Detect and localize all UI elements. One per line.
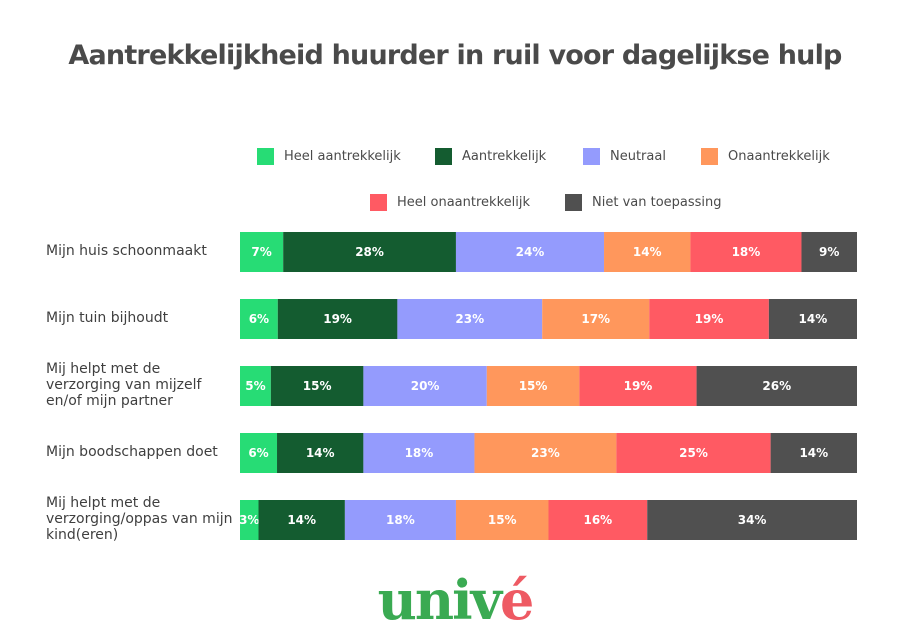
bar-segment: [616, 433, 771, 473]
data-label: 14%: [287, 513, 316, 527]
data-label: 19%: [323, 312, 352, 326]
data-label: 6%: [248, 446, 268, 460]
bar-segment: [542, 299, 650, 339]
data-label: 15%: [488, 513, 517, 527]
bar-segment: [768, 299, 857, 339]
data-label: 18%: [386, 513, 415, 527]
bar-segment: [240, 366, 271, 406]
data-label: 18%: [405, 446, 434, 460]
category-label: Mijn boodschappen doet: [46, 444, 218, 460]
category-label: Mijn huis schoonmaakt: [46, 243, 207, 259]
legend-item: Heel aantrekkelijk: [257, 148, 401, 165]
legend-swatch: [257, 148, 274, 165]
chart-title: Aantrekkelijkheid huurder in ruil voor d…: [68, 40, 842, 71]
legend-item: Heel onaantrekkelijk: [370, 194, 530, 211]
category-label: Mij helpt met de verzorging/oppas van mi…: [46, 495, 233, 543]
bar-segment: [363, 366, 487, 406]
legend-label: Aantrekkelijk: [462, 149, 547, 164]
data-label: 3%: [239, 513, 259, 527]
data-label: 14%: [306, 446, 335, 460]
data-label: 9%: [819, 245, 839, 259]
category-label: Mijn tuin bijhoudt: [46, 310, 169, 326]
logo-accent: é: [500, 568, 534, 632]
legend-item: Onaantrekkelijk: [701, 148, 830, 165]
bar-segment: [455, 500, 549, 540]
data-label: 6%: [249, 312, 269, 326]
data-label: 19%: [624, 379, 653, 393]
data-label: 24%: [516, 245, 545, 259]
bar-segment: [240, 299, 278, 339]
category-label: Mij helpt met de verzorging van mijzelf …: [46, 361, 202, 409]
data-label: 14%: [633, 245, 662, 259]
bar-segment: [344, 500, 456, 540]
bar-segment: [486, 366, 580, 406]
bar-segment: [240, 433, 278, 473]
bar-segment: [283, 232, 456, 272]
legend-item: Niet van toepassing: [565, 194, 722, 211]
data-label: 20%: [411, 379, 440, 393]
legend-item: Aantrekkelijk: [435, 148, 546, 165]
data-label: 26%: [762, 379, 791, 393]
legend-label: Onaantrekkelijk: [728, 149, 830, 164]
legend-label: Heel onaantrekkelijk: [397, 195, 530, 210]
bar-segment: [240, 500, 259, 540]
data-label: 15%: [519, 379, 548, 393]
logo-text: univ: [377, 568, 502, 632]
legend-swatch: [435, 148, 452, 165]
bar-segment: [455, 232, 605, 272]
data-label: 28%: [355, 245, 384, 259]
legend-item: Neutraal: [583, 148, 666, 165]
bar-segment: [397, 299, 543, 339]
legend-label: Heel aantrekkelijk: [284, 149, 401, 164]
data-label: 14%: [799, 446, 828, 460]
unive-logo: univé: [0, 568, 910, 632]
bar-segment: [240, 232, 284, 272]
legend-swatch: [565, 194, 582, 211]
bar-segment: [770, 433, 857, 473]
data-label: 17%: [581, 312, 610, 326]
data-label: 34%: [738, 513, 767, 527]
data-label: 19%: [695, 312, 724, 326]
data-label: 16%: [583, 513, 612, 527]
legend-swatch: [370, 194, 387, 211]
data-label: 15%: [303, 379, 332, 393]
bar-segment: [474, 433, 617, 473]
bar-segment: [649, 299, 769, 339]
bar-segment: [363, 433, 475, 473]
data-label: 25%: [679, 446, 708, 460]
data-label: 23%: [455, 312, 484, 326]
data-label: 23%: [531, 446, 560, 460]
legend-label: Niet van toepassing: [592, 195, 722, 210]
bar-segment: [270, 366, 364, 406]
bar-segment: [690, 232, 802, 272]
bar-segment: [696, 366, 857, 406]
legend-swatch: [583, 148, 600, 165]
bar-segment: [801, 232, 857, 272]
bar-segment: [258, 500, 345, 540]
bar-segment: [604, 232, 691, 272]
data-label: 7%: [251, 245, 271, 259]
bar-segment: [277, 299, 398, 339]
data-label: 14%: [799, 312, 828, 326]
data-label: 18%: [732, 245, 761, 259]
legend-swatch: [701, 148, 718, 165]
bar-segment: [548, 500, 648, 540]
bar-segment: [277, 433, 364, 473]
legend-label: Neutraal: [610, 149, 666, 164]
bar-segment: [647, 500, 857, 540]
data-label: 5%: [245, 379, 265, 393]
bar-segment: [579, 366, 697, 406]
